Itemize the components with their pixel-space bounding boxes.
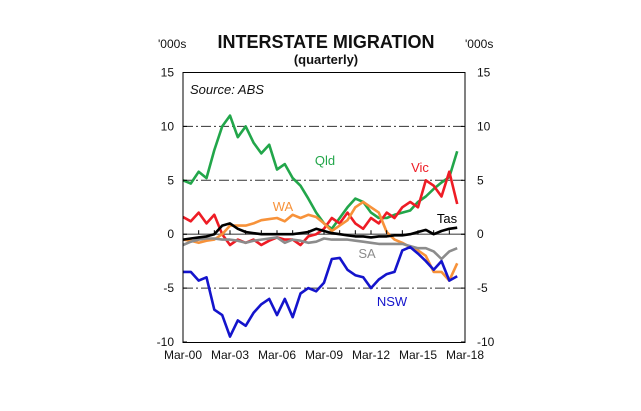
x-tick-label: Mar-03 bbox=[211, 348, 249, 362]
series-line-nsw bbox=[183, 245, 458, 338]
x-tick-label: Mar-18 bbox=[446, 348, 484, 362]
y-tick-left: 15 bbox=[161, 66, 175, 80]
y-tick-right: -5 bbox=[477, 281, 488, 295]
y-tick-left: 0 bbox=[167, 227, 174, 241]
x-tick-label: Mar-00 bbox=[164, 348, 202, 362]
source-note: Source: ABS bbox=[190, 82, 264, 97]
series-label-tas: Tas bbox=[437, 211, 458, 226]
series-label-sa: SA bbox=[358, 246, 376, 261]
y-tick-left: -5 bbox=[163, 281, 174, 295]
y-tick-left: -10 bbox=[157, 335, 175, 349]
x-tick-label: Mar-09 bbox=[305, 348, 343, 362]
x-tick-label: Mar-06 bbox=[258, 348, 296, 362]
y-tick-left: 5 bbox=[167, 173, 174, 187]
series-line-vic bbox=[182, 170, 459, 247]
series-line-tas bbox=[182, 222, 458, 241]
plot-frame bbox=[182, 72, 466, 343]
series-label-vic: Vic bbox=[411, 160, 429, 175]
chart-subtitle: (quarterly) bbox=[294, 52, 358, 67]
y-tick-left: 10 bbox=[161, 119, 175, 133]
chart-title: INTERSTATE MIGRATION bbox=[218, 32, 435, 52]
y-tick-right: 0 bbox=[477, 227, 484, 241]
y-tick-right: 5 bbox=[477, 173, 484, 187]
series-label-wa: WA bbox=[273, 199, 294, 214]
y-tick-right: 15 bbox=[477, 66, 491, 80]
series-line-sa bbox=[182, 236, 458, 261]
x-tick-label: Mar-12 bbox=[352, 348, 390, 362]
series-label-nsw: NSW bbox=[377, 294, 408, 309]
y-axis-left-unit: '000s bbox=[158, 37, 186, 51]
y-tick-right: -10 bbox=[477, 335, 495, 349]
y-axis-right-unit: '000s bbox=[465, 37, 493, 51]
x-tick-label: Mar-15 bbox=[399, 348, 437, 362]
series-line-qld bbox=[182, 114, 459, 231]
y-tick-right: 10 bbox=[477, 119, 491, 133]
series-label-qld: Qld bbox=[315, 153, 335, 168]
